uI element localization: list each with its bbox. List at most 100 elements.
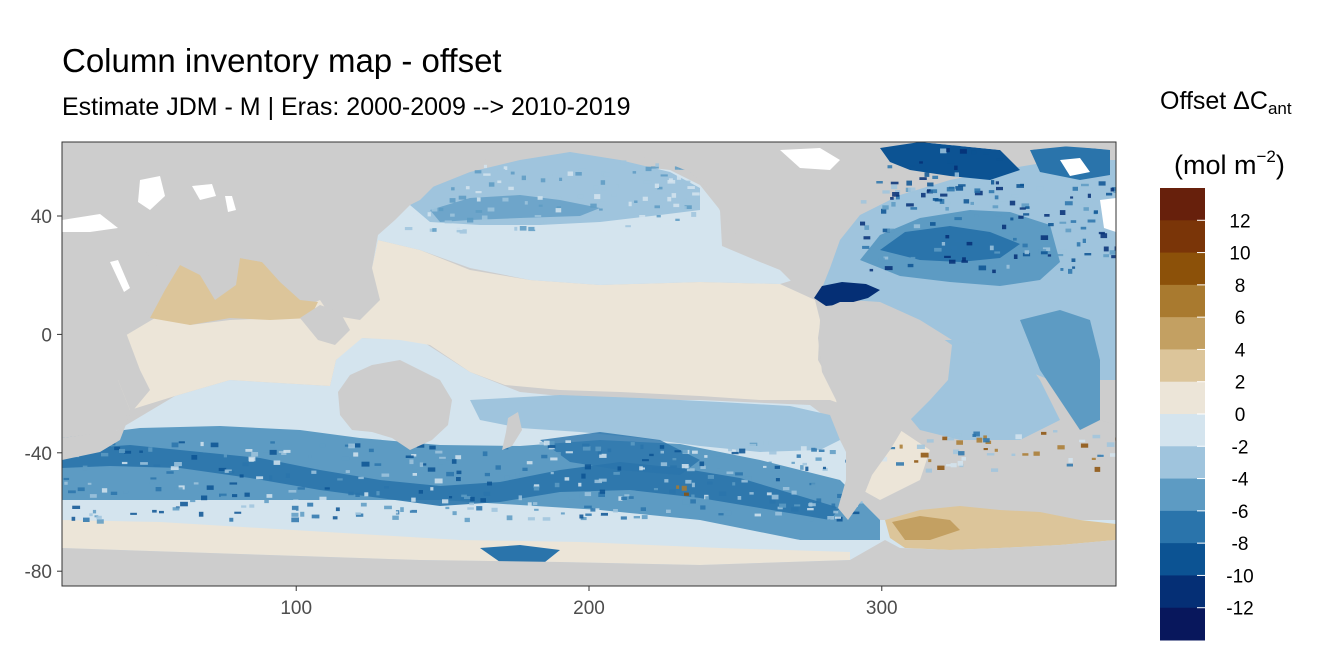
speckle-cell [256, 476, 264, 480]
x-tick-label: 100 [280, 598, 312, 619]
speckle-cell [615, 184, 619, 188]
speckle-cell [699, 461, 705, 467]
speckle-cell [991, 468, 999, 472]
speckle-cell [291, 517, 299, 523]
legend-unit-sup: −2 [1256, 147, 1276, 166]
speckle-cell [345, 470, 350, 474]
speckle-cell [524, 201, 528, 205]
speckle-cell [633, 516, 640, 519]
speckle-cell [554, 482, 560, 488]
speckle-cell [667, 196, 672, 202]
speckle-cell [572, 171, 578, 175]
speckle-cell [681, 485, 687, 491]
speckle-cell [718, 491, 727, 496]
speckle-cell [598, 492, 605, 497]
speckle-cell [655, 163, 659, 167]
speckle-cell [973, 431, 980, 437]
speckle-cell [770, 467, 773, 472]
speckle-cell [971, 189, 976, 193]
speckle-cell [958, 184, 966, 187]
speckle-cell [1057, 254, 1064, 257]
speckle-cell [585, 513, 592, 516]
speckle-cell [651, 166, 659, 169]
speckle-cell [642, 459, 649, 462]
speckle-cell [547, 174, 553, 177]
speckle-cell [1106, 442, 1115, 447]
speckle-cell [810, 518, 814, 522]
speckle-cell [983, 448, 988, 451]
speckle-cell [600, 512, 608, 516]
land-antarctica [62, 540, 1116, 586]
land-europe-asia [62, 142, 1116, 300]
speckle-cell [946, 187, 955, 192]
speckle-cell [82, 465, 88, 471]
speckle-cell [998, 199, 1007, 202]
ocean-caribbean [814, 282, 880, 306]
speckle-cell [983, 152, 989, 155]
speckle-cell [950, 183, 958, 186]
speckle-cell [831, 503, 836, 508]
speckle-cell [928, 459, 932, 463]
speckle-cell [800, 446, 807, 451]
colorbar-label: 12 [1229, 211, 1250, 232]
speckle-cell [950, 463, 957, 468]
speckle-cell [775, 478, 780, 482]
speckle-cell [624, 494, 630, 497]
speckle-cell [446, 471, 454, 477]
speckle-cell [662, 223, 671, 226]
speckle-cell [1093, 210, 1098, 214]
speckle-cell [944, 255, 951, 258]
land-maritime-continent [300, 305, 350, 345]
speckle-cell [971, 150, 977, 155]
speckle-cell [96, 515, 102, 519]
speckle-cell [477, 227, 483, 233]
speckle-cell [641, 467, 645, 470]
speckle-cell [642, 196, 648, 201]
speckle-cell [945, 207, 949, 211]
speckle-cell [431, 207, 438, 212]
speckle-cell [595, 446, 602, 452]
speckle-cell [533, 487, 540, 491]
speckle-cell [249, 457, 254, 462]
speckle-cell [77, 487, 85, 492]
speckle-cell [1059, 221, 1067, 224]
speckle-cell [618, 496, 623, 501]
speckle-cell [96, 519, 104, 524]
speckle-cell [101, 452, 109, 457]
speckle-cell [1081, 183, 1089, 187]
speckle-cell [739, 448, 746, 454]
colorbar-swatch [1160, 543, 1205, 576]
speckle-cell [836, 516, 843, 522]
speckle-cell [412, 464, 420, 470]
speckle-cell [123, 490, 129, 494]
colorbar-label: 4 [1235, 340, 1246, 361]
legend-title-line1: Offset ΔCant [1150, 84, 1340, 126]
colorbar-swatch [1160, 349, 1205, 383]
colorbar-swatch [1160, 284, 1205, 318]
speckle-cell [150, 477, 157, 480]
speckle-cell [919, 161, 923, 164]
speckle-cell [1080, 226, 1087, 230]
speckle-cell [467, 217, 474, 223]
speckle-cell [411, 497, 416, 502]
speckle-cell [976, 437, 983, 443]
speckle-cell [417, 220, 422, 223]
speckle-cell [966, 241, 973, 246]
speckle-cell [547, 445, 556, 449]
ocean-ross-blue [480, 545, 560, 562]
speckle-cell [1069, 198, 1076, 203]
speckle-cell [543, 220, 547, 225]
speckle-cell [110, 491, 118, 495]
speckle-cell [337, 478, 343, 481]
colorbar-swatch [1160, 478, 1205, 512]
speckle-cell [361, 461, 370, 467]
speckle-cell [633, 202, 638, 205]
speckle-cell [640, 170, 645, 174]
speckle-cell [659, 445, 665, 449]
speckle-cell [639, 466, 643, 471]
speckle-cell [502, 197, 509, 202]
speckle-cell [617, 466, 622, 471]
speckle-cell [449, 496, 453, 499]
speckle-cell [1002, 224, 1007, 230]
